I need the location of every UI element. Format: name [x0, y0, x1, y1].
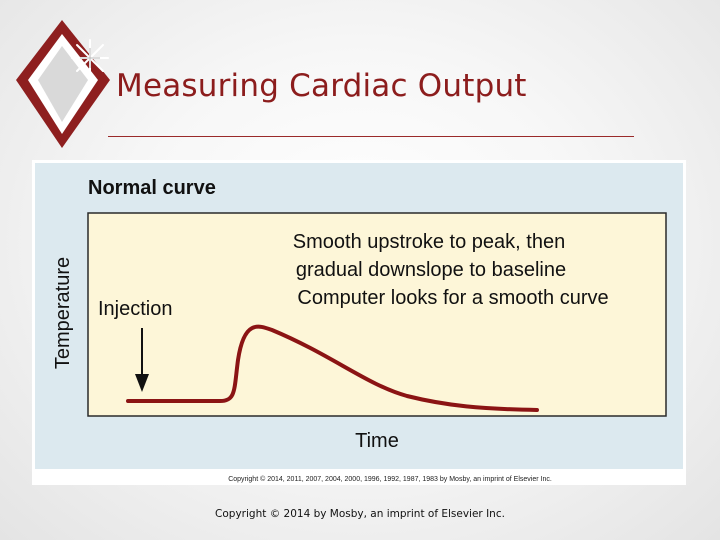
injection-label: Injection [98, 298, 173, 320]
thermodilution-curve [126, 324, 539, 412]
slide-title: Measuring Cardiac Output [116, 68, 527, 104]
injection-arrow-icon [135, 328, 149, 392]
annotation-line: Smooth upstroke to peak, then [293, 231, 565, 253]
x-axis-label: Time [355, 430, 399, 452]
figure-copyright: Copyright © 2014, 2011, 2007, 2004, 2000… [228, 475, 552, 483]
y-axis-label: Temperature [52, 257, 74, 369]
title-divider [108, 136, 634, 137]
diamond-star-logo [16, 20, 110, 148]
annotation-line: Computer looks for a smooth curve [297, 287, 608, 309]
annotation-line: gradual downslope to baseline [296, 259, 566, 281]
figure-heading: Normal curve [88, 177, 216, 199]
normal-curve-figure: Normal curve Smooth upstroke to peak, th… [32, 160, 686, 485]
slide-footer-copyright: Copyright © 2014 by Mosby, an imprint of… [215, 508, 505, 520]
